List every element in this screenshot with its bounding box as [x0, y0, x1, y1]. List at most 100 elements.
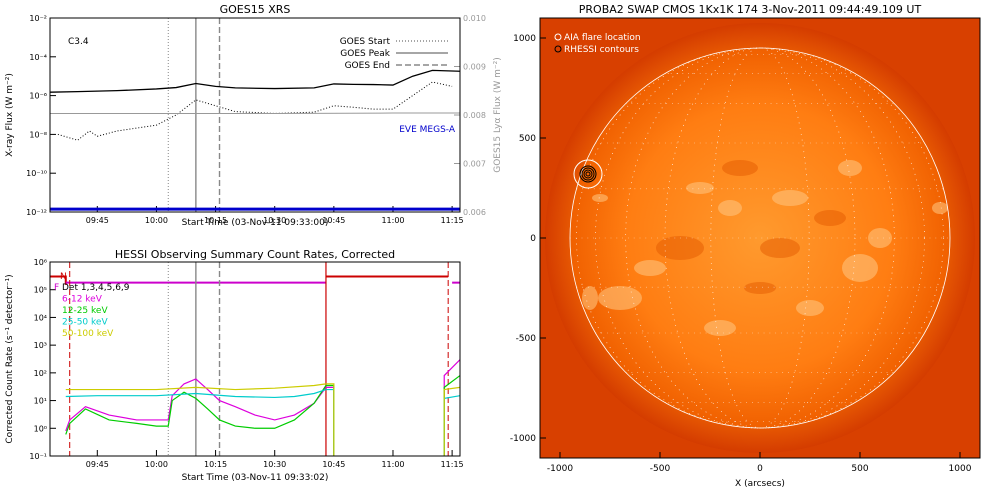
swap-active-region [592, 194, 608, 202]
swap-x-tick-label: 1000 [949, 464, 972, 474]
hessi-y-tick-label: 10³ [34, 341, 47, 350]
hessi-flag-n-label: N [60, 272, 67, 282]
swap-dark-region [656, 236, 704, 260]
hessi-series-1-drop [326, 385, 334, 456]
swap-dark-region [760, 238, 800, 258]
hessi-x-tick-label: 10:45 [322, 460, 345, 469]
hessi-title: HESSI Observing Summary Count Rates, Cor… [115, 248, 395, 261]
hessi-event-lines [168, 262, 219, 456]
swap-active-region [704, 320, 736, 336]
goes-series [50, 70, 460, 209]
swap-active-region [634, 260, 666, 276]
swap-x-tick-label: 500 [851, 464, 868, 474]
swap-dark-region [744, 282, 776, 294]
swap-y-tick-label: 1000 [513, 34, 536, 44]
goes-ylabel: X-ray Flux (W m⁻²) [5, 73, 15, 157]
goes-y-tick-label: 10⁻¹⁰ [26, 169, 47, 178]
goes-x-tick-label: 09:45 [86, 216, 109, 225]
hessi-x-ticks: 09:45 10:00 10:15 10:30 10:45 11:00 11:15 [86, 450, 464, 469]
hessi-series [66, 360, 460, 456]
goes-y2-tick-label: 0.007 [463, 160, 486, 169]
goes-y-tick-label: 10⁻² [29, 14, 47, 23]
goes-xlabel: Start Time (03-Nov-11 09:33:00) [182, 218, 329, 228]
hessi-y-tick-label: 10⁰ [34, 424, 47, 433]
swap-xlabel: X (arcsecs) [735, 479, 785, 489]
goes-legend: GOES Start GOES Peak GOES End [340, 37, 448, 71]
swap-active-region [598, 286, 642, 310]
goes-legend-label: GOES Peak [340, 49, 390, 59]
swap-legend-rhessi-label: RHESSI contours [564, 45, 639, 55]
hessi-legend-label: Det 1,3,4,5,6,9 [62, 283, 130, 293]
hessi-xlabel: Start Time (03-Nov-11 09:33:02) [182, 473, 329, 483]
swap-x-tick-label: -500 [650, 464, 671, 474]
swap-y-tick-label: 0 [530, 234, 536, 244]
swap-active-region [838, 160, 862, 176]
swap-title: PROBA2 SWAP CMOS 1Kx1K 174 3-Nov-2011 09… [579, 3, 922, 16]
swap-sun-disk [570, 48, 950, 428]
goes-y2-tick-label: 0.010 [463, 14, 486, 23]
swap-active-region [796, 300, 824, 316]
hessi-y-tick-label: 10⁻¹ [29, 452, 47, 461]
hessi-x-tick-label: 11:00 [381, 460, 404, 469]
swap-panel: PROBA2 SWAP CMOS 1Kx1K 174 3-Nov-2011 09… [510, 3, 980, 489]
hessi-series-2-drop [326, 390, 334, 456]
hessi-x-tick-label: 11:15 [441, 460, 464, 469]
goes-x-tick-label: 11:15 [441, 216, 464, 225]
swap-active-region [932, 202, 948, 214]
swap-active-region [842, 254, 878, 282]
swap-y-tick-label: 500 [519, 134, 536, 144]
swap-x-tick-label: -1000 [547, 464, 573, 474]
hessi-y-tick-label: 10⁴ [34, 313, 47, 322]
hessi-x-tick-label: 10:30 [263, 460, 286, 469]
goes-y2-tick-label: 0.009 [463, 63, 486, 72]
hessi-ylabel: Corrected Count Rate (s⁻¹ detector⁻¹) [5, 274, 15, 443]
goes-y-tick-label: 10⁻⁴ [29, 53, 47, 62]
swap-x-tick-label: 0 [757, 464, 763, 474]
hessi-ylabel-text: Corrected Count Rate (s⁻¹ detector⁻¹) [5, 274, 15, 443]
goes-x-tick-label: 10:00 [145, 216, 168, 225]
goes-ylabel-right: GOES15 Lyα Flux (W m⁻²) [493, 57, 503, 173]
hessi-y-tick-label: 10² [34, 369, 47, 378]
hessi-x-tick-label: 10:00 [145, 460, 168, 469]
hessi-x-tick-label: 09:45 [86, 460, 109, 469]
hessi-series-0-post [444, 360, 460, 456]
goes-eve-label: EVE MEGS-A [399, 125, 456, 135]
goes-event-lines [168, 18, 219, 212]
goes-legend-label: GOES End [345, 61, 390, 71]
goes-y2-tick-label: 0.008 [463, 111, 486, 120]
hessi-y-tick-label: 10⁵ [34, 286, 47, 295]
goes-annotation: C3.4 [68, 37, 89, 47]
hessi-x-tick-label: 10:15 [204, 460, 227, 469]
swap-dark-region [722, 160, 758, 176]
swap-legend-aia-label: AIA flare location [564, 33, 641, 43]
hessi-series-2-post [444, 396, 460, 456]
goes-y-tick-label: 10⁻⁶ [29, 92, 47, 101]
swap-y-tick-label: -500 [516, 334, 537, 344]
goes-series-0 [50, 70, 460, 92]
goes-frame [50, 18, 460, 212]
hessi-legend-label: 50-100 keV [62, 329, 114, 339]
goes-ylabel-text: X-ray Flux (W m⁻²) [5, 73, 15, 157]
hessi-y-tick-label: 10¹ [34, 397, 47, 406]
hessi-panel: HESSI Observing Summary Count Rates, Cor… [5, 248, 464, 483]
goes-legend-label: GOES Start [340, 37, 391, 47]
hessi-series-0-drop [326, 387, 334, 456]
swap-y-tick-label: -1000 [510, 434, 536, 444]
hessi-legend-label: 25-50 keV [62, 318, 108, 328]
goes-y-tick-label: 10⁻⁸ [29, 130, 47, 139]
hessi-legend-label: 12-25 keV [62, 306, 108, 316]
swap-active-region [772, 190, 808, 206]
swap-active-region [718, 200, 742, 216]
hessi-flag-f-label: F [54, 283, 59, 293]
swap-dark-region [814, 210, 846, 226]
hessi-series-3-drop [326, 384, 334, 456]
goes-x-tick-label: 11:00 [381, 216, 404, 225]
goes-panel: GOES15 XRS X-ray Flux (W m⁻²) GOES15 Lyα… [5, 3, 503, 228]
goes-title: GOES15 XRS [220, 3, 291, 16]
